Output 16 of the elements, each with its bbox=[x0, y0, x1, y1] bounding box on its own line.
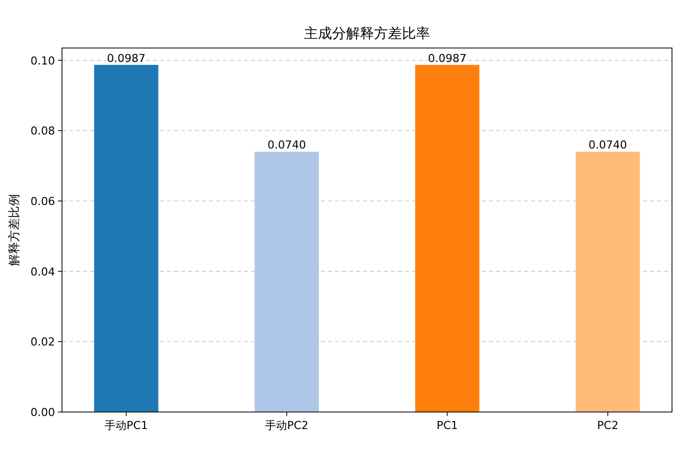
data-label: 0.0987 bbox=[106, 52, 146, 65]
y-tick-label: 0.08 bbox=[30, 124, 55, 138]
y-tick-label: 0.04 bbox=[30, 265, 55, 278]
y-tick-label: 0.06 bbox=[30, 194, 55, 208]
data-label: 0.0740 bbox=[267, 138, 306, 152]
x-tick-label: PC2 bbox=[597, 419, 618, 432]
data-label: 0.0740 bbox=[588, 138, 628, 152]
y-tick-label: 0.10 bbox=[30, 54, 55, 68]
x-tick-label: 手动PC1 bbox=[104, 419, 148, 432]
data-label: 0.0987 bbox=[428, 52, 467, 65]
x-tick-label: 手动PC2 bbox=[265, 419, 308, 432]
y-tick-label: 0.02 bbox=[30, 336, 55, 349]
y-tick-label: 0.00 bbox=[30, 406, 55, 419]
chart-title: 主成分解释方差比率 bbox=[304, 26, 430, 42]
x-tick-label: PC1 bbox=[436, 419, 458, 432]
y-axis-title: 解释方差比例 bbox=[7, 194, 21, 266]
